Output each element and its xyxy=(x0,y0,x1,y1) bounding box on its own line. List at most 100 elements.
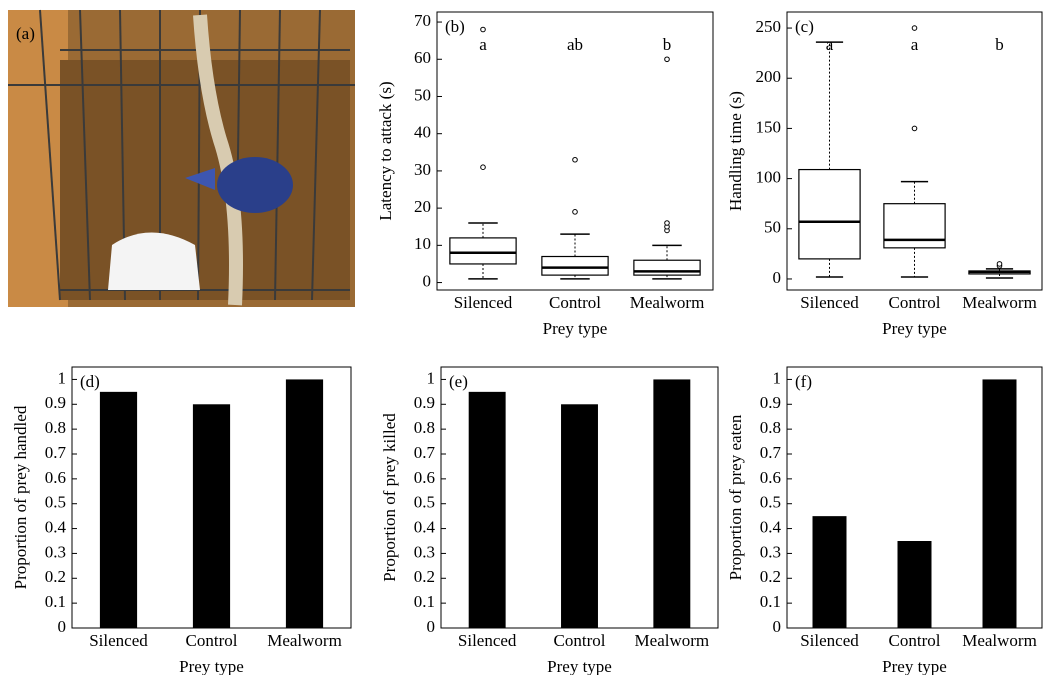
bar xyxy=(561,404,598,628)
x-tick-label: Control xyxy=(889,293,941,312)
x-tick-label: Mealworm xyxy=(267,631,342,650)
x-tick-label: Mealworm xyxy=(962,631,1037,650)
x-axis-label: Prey type xyxy=(547,657,612,675)
y-tick-label: 0.4 xyxy=(45,517,67,536)
photo-label: (a) xyxy=(16,24,35,43)
panel-label: (d) xyxy=(80,372,100,391)
y-tick-label: 1 xyxy=(427,368,436,387)
page: (a) (b)Latency to attack (s)Prey type010… xyxy=(0,0,1051,675)
photo: (a) xyxy=(8,10,355,307)
x-tick-label: Silenced xyxy=(89,631,148,650)
x-axis-label: Prey type xyxy=(882,319,947,338)
bar xyxy=(983,379,1017,628)
y-tick-label: 0 xyxy=(773,617,782,636)
y-tick-label: 0.2 xyxy=(414,567,435,586)
y-tick-label: 1 xyxy=(58,368,67,387)
y-tick-label: 250 xyxy=(756,17,782,36)
y-tick-label: 20 xyxy=(414,197,431,216)
outlier xyxy=(665,57,670,62)
y-tick-label: 0.7 xyxy=(414,443,436,462)
significance-letter: b xyxy=(995,35,1004,54)
bar xyxy=(653,379,690,628)
x-tick-label: Mealworm xyxy=(962,293,1037,312)
x-tick-label: Mealworm xyxy=(635,631,710,650)
bar xyxy=(469,392,506,628)
y-tick-label: 40 xyxy=(414,123,431,142)
y-tick-label: 0.9 xyxy=(414,393,435,412)
y-axis-label: Handling time (s) xyxy=(726,91,745,211)
y-axis-label: Proportion of prey handled xyxy=(11,405,30,589)
y-tick-label: 0.7 xyxy=(45,443,67,462)
x-axis-label: Prey type xyxy=(882,657,947,675)
significance-letter: a xyxy=(826,35,834,54)
bar xyxy=(898,541,932,628)
y-tick-label: 0.6 xyxy=(45,468,66,487)
y-tick-label: 0.8 xyxy=(760,418,781,437)
panel-label: (f) xyxy=(795,372,812,391)
y-tick-label: 150 xyxy=(756,117,782,136)
y-axis-label: Proportion of prey killed xyxy=(380,413,399,582)
y-tick-label: 0.5 xyxy=(45,493,66,512)
y-tick-label: 200 xyxy=(756,67,782,86)
y-tick-label: 0 xyxy=(58,617,67,636)
outlier xyxy=(573,157,578,162)
y-tick-label: 0.3 xyxy=(760,542,781,561)
y-tick-label: 0 xyxy=(773,268,782,287)
bar xyxy=(286,379,323,628)
y-tick-label: 0.1 xyxy=(45,592,66,611)
significance-letter: a xyxy=(479,35,487,54)
outlier xyxy=(481,165,486,170)
y-tick-label: 0.1 xyxy=(414,592,435,611)
dish xyxy=(108,233,200,291)
y-tick-label: 0 xyxy=(423,271,432,290)
outlier xyxy=(481,27,486,32)
y-tick-label: 0 xyxy=(427,617,436,636)
x-tick-label: Silenced xyxy=(800,293,859,312)
x-axis-label: Prey type xyxy=(179,657,244,675)
y-tick-label: 0.3 xyxy=(414,542,435,561)
y-tick-label: 50 xyxy=(414,85,431,104)
x-tick-label: Mealworm xyxy=(630,293,705,312)
y-tick-label: 0.2 xyxy=(45,567,66,586)
wall xyxy=(8,10,68,307)
y-tick-label: 0.8 xyxy=(414,418,435,437)
x-axis-label: Prey type xyxy=(543,319,608,338)
y-tick-label: 70 xyxy=(414,11,431,30)
bar xyxy=(813,516,847,628)
y-tick-label: 1 xyxy=(773,368,782,387)
y-axis-label: Latency to attack (s) xyxy=(376,81,395,220)
y-tick-label: 0.7 xyxy=(760,443,782,462)
y-tick-label: 0.1 xyxy=(760,592,781,611)
y-tick-label: 0.6 xyxy=(760,468,781,487)
significance-letter: ab xyxy=(567,35,583,54)
y-tick-label: 50 xyxy=(764,218,781,237)
outlier xyxy=(912,126,917,131)
y-tick-label: 60 xyxy=(414,48,431,67)
significance-letter: b xyxy=(663,35,672,54)
outlier xyxy=(997,262,1002,267)
significance-letter: a xyxy=(911,35,919,54)
y-tick-label: 0.5 xyxy=(414,493,435,512)
outlier xyxy=(573,210,578,215)
y-tick-label: 0.9 xyxy=(760,393,781,412)
bar xyxy=(100,392,137,628)
y-tick-label: 0.3 xyxy=(45,542,66,561)
box xyxy=(450,238,516,264)
y-tick-label: 30 xyxy=(414,160,431,179)
x-tick-label: Silenced xyxy=(454,293,513,312)
y-tick-label: 0.8 xyxy=(45,418,66,437)
bar xyxy=(193,404,230,628)
y-tick-label: 0.4 xyxy=(760,517,782,536)
box xyxy=(634,260,700,275)
x-tick-label: Control xyxy=(889,631,941,650)
box xyxy=(542,257,608,276)
y-tick-label: 0.5 xyxy=(760,493,781,512)
outlier xyxy=(665,221,670,226)
panel-label: (c) xyxy=(795,17,814,36)
x-tick-label: Silenced xyxy=(458,631,517,650)
bird xyxy=(217,157,293,213)
x-tick-label: Silenced xyxy=(800,631,859,650)
y-tick-label: 0.2 xyxy=(760,567,781,586)
x-tick-label: Control xyxy=(186,631,238,650)
box xyxy=(884,204,945,248)
